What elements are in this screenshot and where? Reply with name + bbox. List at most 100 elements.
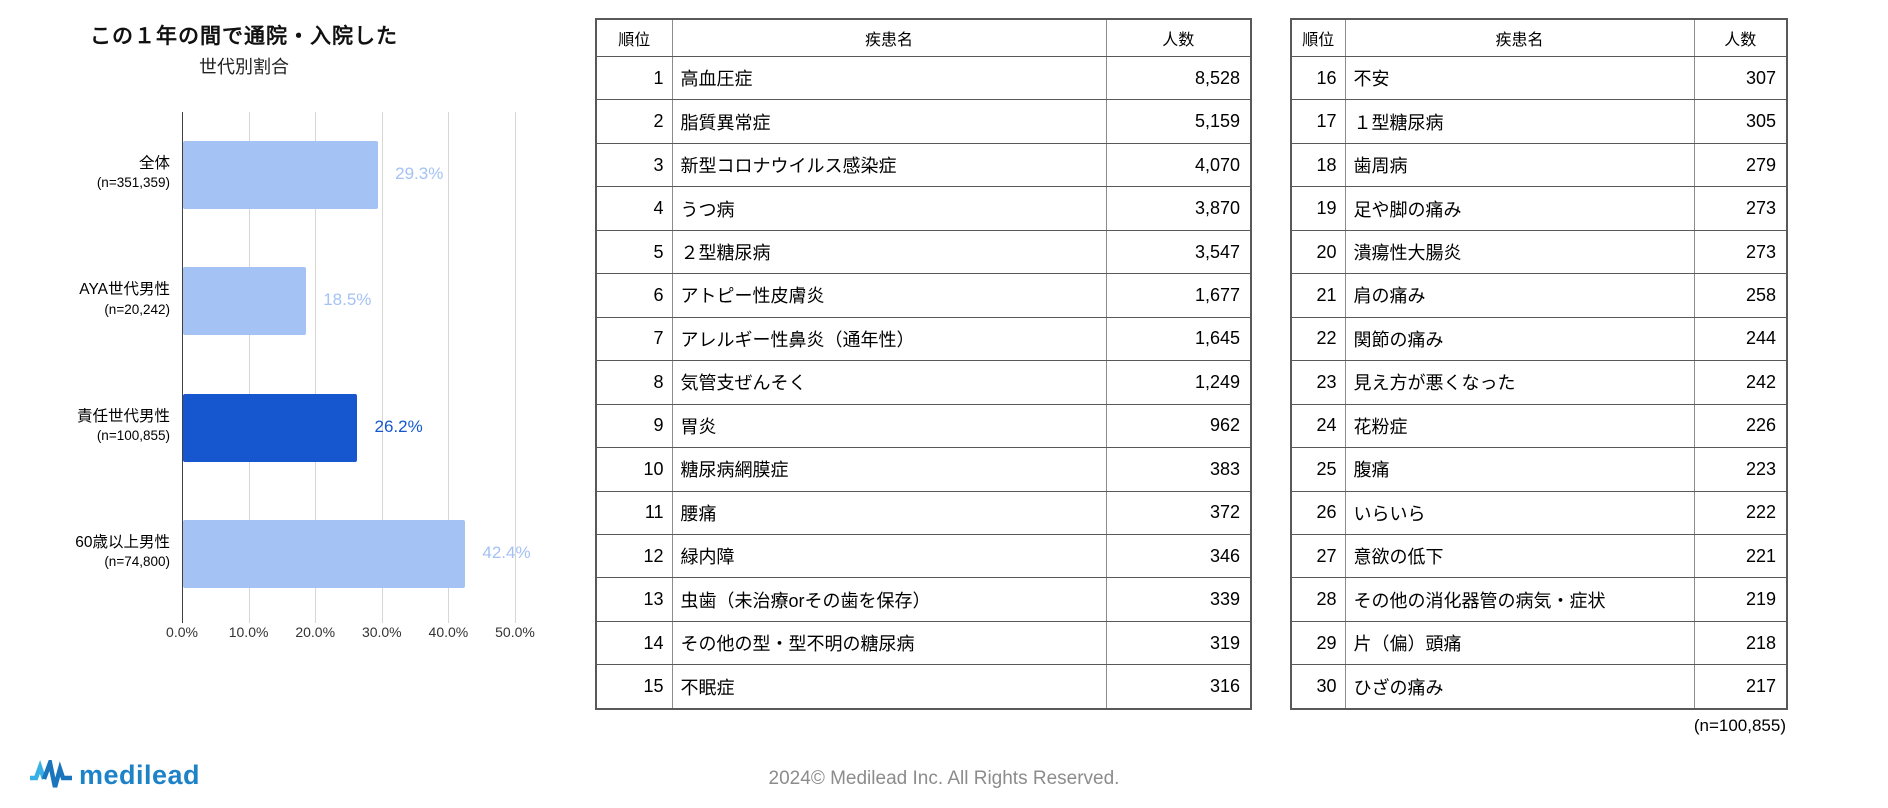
bar-value-label: 18.5% bbox=[323, 290, 372, 310]
rank-cell: 28 bbox=[1290, 577, 1346, 622]
disease-cell: 虫歯（未治療orその歯を保存） bbox=[671, 577, 1107, 622]
table-row: 17 １型糖尿病 305 bbox=[1290, 99, 1788, 144]
count-cell: 305 bbox=[1693, 99, 1788, 144]
table-row: 18 歯周病 279 bbox=[1290, 142, 1788, 188]
count-cell: 279 bbox=[1693, 142, 1788, 188]
x-axis-tick-label: 20.0% bbox=[295, 624, 336, 640]
count-cell: 346 bbox=[1105, 533, 1252, 579]
category-label: AYA世代男性 (n=20,242) bbox=[24, 280, 170, 318]
table-row: 29 片（偏）頭痛 218 bbox=[1290, 620, 1788, 666]
rank-cell: 6 bbox=[595, 273, 673, 318]
disease-cell: 胃炎 bbox=[671, 403, 1107, 449]
gridline bbox=[248, 112, 250, 623]
table-row: 20 潰瘍性大腸炎 273 bbox=[1290, 229, 1788, 275]
column-header: 人数 bbox=[1105, 18, 1252, 57]
column-header: 疾患名 bbox=[671, 18, 1107, 57]
rank-cell: 16 bbox=[1290, 55, 1346, 101]
table-row: 21 肩の痛み 258 bbox=[1290, 273, 1788, 318]
table-row: 3 新型コロナウイルス感染症 4,070 bbox=[595, 142, 1252, 188]
table-row: 12 緑内障 346 bbox=[595, 533, 1252, 579]
disease-cell: 花粉症 bbox=[1344, 403, 1695, 449]
count-cell: 5,159 bbox=[1105, 99, 1252, 144]
table-row: 23 見え方が悪くなった 242 bbox=[1290, 360, 1788, 405]
rank-cell: 21 bbox=[1290, 273, 1346, 318]
gridline bbox=[315, 112, 317, 623]
disease-cell: １型糖尿病 bbox=[1344, 99, 1695, 144]
x-axis-tick-label: 40.0% bbox=[428, 624, 469, 640]
chart-bar bbox=[183, 267, 307, 336]
count-cell: 307 bbox=[1693, 55, 1788, 101]
table-row: 24 花粉症 226 bbox=[1290, 403, 1788, 449]
disease-cell: 歯周病 bbox=[1344, 142, 1695, 188]
table-row: 7 アレルギー性鼻炎（通年性） 1,645 bbox=[595, 316, 1252, 362]
disease-cell: 見え方が悪くなった bbox=[1344, 360, 1695, 405]
category-sample-size: (n=74,800) bbox=[104, 554, 170, 570]
count-cell: 383 bbox=[1105, 447, 1252, 492]
rank-cell: 18 bbox=[1290, 142, 1346, 188]
rank-cell: 7 bbox=[595, 316, 673, 362]
rank-cell: 4 bbox=[595, 186, 673, 231]
disease-cell: 意欲の低下 bbox=[1344, 533, 1695, 579]
table-row: 9 胃炎 962 bbox=[595, 403, 1252, 449]
column-header: 順位 bbox=[595, 18, 673, 57]
count-cell: 4,070 bbox=[1105, 142, 1252, 188]
disease-cell: 腹痛 bbox=[1344, 447, 1695, 492]
count-cell: 221 bbox=[1693, 533, 1788, 579]
rank-cell: 22 bbox=[1290, 316, 1346, 362]
count-cell: 319 bbox=[1105, 620, 1252, 666]
rank-cell: 30 bbox=[1290, 664, 1346, 710]
table-row: 4 うつ病 3,870 bbox=[595, 186, 1252, 231]
bar-value-label: 42.4% bbox=[482, 542, 531, 562]
count-cell: 3,870 bbox=[1105, 186, 1252, 231]
category-sample-size: (n=100,855) bbox=[96, 427, 170, 443]
rank-cell: 9 bbox=[595, 403, 673, 449]
y-axis-line bbox=[182, 112, 183, 623]
rank-cell: 14 bbox=[595, 620, 673, 666]
table-row: 26 いらいら 222 bbox=[1290, 490, 1788, 535]
x-axis-tick-label: 50.0% bbox=[495, 624, 535, 640]
count-cell: 1,645 bbox=[1105, 316, 1252, 362]
table-row: 16 不安 307 bbox=[1290, 55, 1788, 101]
rank-cell: 29 bbox=[1290, 620, 1346, 666]
table-row: 10 糖尿病網膜症 383 bbox=[595, 447, 1252, 492]
table-row: 22 関節の痛み 244 bbox=[1290, 316, 1788, 362]
disease-cell: その他の型・型不明の糖尿病 bbox=[671, 620, 1107, 666]
table-row: 30 ひざの痛み 217 bbox=[1290, 664, 1788, 710]
disease-table-ranks-16-30: 順位 疾患名 人数 16 不安 307 17 １型糖尿病 305 18 歯周病 279 19 足や脚の痛み… bbox=[1290, 18, 1788, 710]
chart-title: この１年の間で通院・入院した 世代別割合 bbox=[24, 20, 464, 79]
gridline bbox=[448, 112, 450, 623]
rank-cell: 24 bbox=[1290, 403, 1346, 449]
category-sample-size: (n=351,359) bbox=[96, 175, 170, 191]
table-row: 13 虫歯（未治療orその歯を保存） 339 bbox=[595, 577, 1252, 622]
count-cell: 217 bbox=[1693, 664, 1788, 710]
rank-cell: 5 bbox=[595, 229, 673, 275]
generation-chart: この１年の間で通院・入院した 世代別割合 29.3% 18.5% 26.2% 42.4… bbox=[24, 12, 554, 672]
rank-cell: 15 bbox=[595, 664, 673, 710]
column-header: 人数 bbox=[1693, 18, 1788, 57]
category-label: 60歳以上男性 (n=74,800) bbox=[24, 533, 170, 571]
count-cell: 1,677 bbox=[1105, 273, 1252, 318]
disease-cell: 新型コロナウイルス感染症 bbox=[671, 142, 1107, 188]
table-row: 8 気管支ぜんそく 1,249 bbox=[595, 360, 1252, 405]
category-name: 全体 bbox=[138, 155, 170, 173]
table-row: 11 腰痛 372 bbox=[595, 490, 1252, 535]
rank-cell: 12 bbox=[595, 533, 673, 579]
header-row: 順位 疾患名 人数 bbox=[1290, 18, 1788, 57]
chart-title-line2: 世代別割合 bbox=[199, 57, 289, 77]
disease-cell: 糖尿病網膜症 bbox=[671, 447, 1107, 492]
rank-cell: 1 bbox=[595, 55, 673, 101]
disease-cell: アレルギー性鼻炎（通年性） bbox=[671, 316, 1107, 362]
column-header: 順位 bbox=[1290, 18, 1346, 57]
rank-cell: 2 bbox=[595, 99, 673, 144]
x-axis-tick-label: 0.0% bbox=[166, 624, 198, 640]
disease-cell: 肩の痛み bbox=[1344, 273, 1695, 318]
table-row: 15 不眠症 316 bbox=[595, 664, 1252, 710]
count-cell: 3,547 bbox=[1105, 229, 1252, 275]
count-cell: 8,528 bbox=[1105, 55, 1252, 101]
disease-table-ranks-1-15: 順位 疾患名 人数 1 高血圧症 8,528 2 脂質異常症 5,159 3 新型コロナウイルス感染… bbox=[595, 18, 1252, 710]
header-row: 順位 疾患名 人数 bbox=[595, 18, 1252, 57]
disease-cell: 緑内障 bbox=[671, 533, 1107, 579]
disease-cell: その他の消化器管の病気・症状 bbox=[1344, 577, 1695, 622]
rank-cell: 26 bbox=[1290, 490, 1346, 535]
